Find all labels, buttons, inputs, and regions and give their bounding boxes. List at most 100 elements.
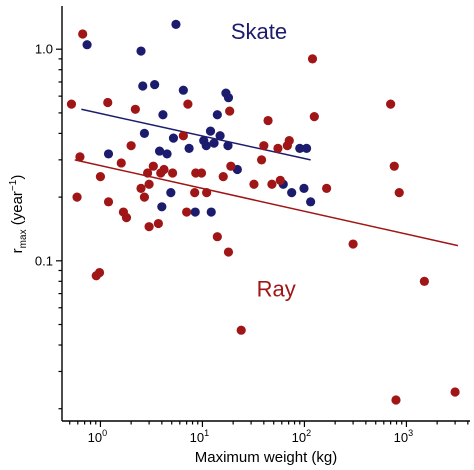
ray-point bbox=[225, 106, 235, 116]
points-layer bbox=[66, 19, 460, 405]
skate-fit-line bbox=[81, 108, 311, 161]
x-tick-label-base: 10 bbox=[190, 430, 204, 445]
skate-point bbox=[206, 207, 216, 217]
ray-point bbox=[273, 143, 283, 153]
skate-point bbox=[138, 81, 148, 91]
ray-point bbox=[183, 99, 193, 109]
skate-point bbox=[139, 128, 150, 139]
skate-point bbox=[201, 141, 211, 151]
x-axis-label: Maximum weight (kg) bbox=[195, 449, 338, 466]
ray-point bbox=[148, 161, 158, 171]
y-axis-label-unit-sup: −1 bbox=[8, 179, 19, 191]
skate-point bbox=[223, 93, 234, 103]
ray-point bbox=[391, 395, 401, 405]
ray-point bbox=[116, 158, 126, 168]
skate-point bbox=[162, 149, 172, 159]
x-tick-label-exponent: 2 bbox=[306, 428, 311, 438]
skate-point bbox=[178, 85, 188, 95]
ray-point bbox=[190, 188, 200, 198]
y-axis-label-sub: max bbox=[18, 229, 29, 248]
y-tick-label: 0.1 bbox=[35, 253, 53, 268]
x-tick-label-exponent: 0 bbox=[102, 428, 107, 438]
ray-point bbox=[212, 232, 222, 242]
ray-series-label: Ray bbox=[257, 276, 296, 301]
series-labels-layer: Skate Ray bbox=[231, 19, 296, 301]
x-tick-label: 100 bbox=[88, 428, 107, 445]
ray-point bbox=[196, 168, 207, 178]
ray-point bbox=[386, 99, 396, 109]
x-tick-label-base: 10 bbox=[292, 430, 306, 445]
ray-point bbox=[103, 197, 114, 207]
ray-point bbox=[223, 247, 234, 257]
ray-point bbox=[389, 161, 399, 171]
skate-point bbox=[215, 131, 225, 141]
fit-lines-layer bbox=[74, 108, 459, 247]
skate-point bbox=[150, 80, 160, 90]
ray-point bbox=[144, 222, 154, 232]
skate-point bbox=[190, 207, 200, 217]
skate-point bbox=[82, 40, 92, 50]
ray-point bbox=[142, 168, 153, 178]
skate-point bbox=[295, 143, 305, 153]
ray-point bbox=[249, 179, 259, 189]
skate-point bbox=[184, 143, 194, 153]
skate-point bbox=[168, 133, 179, 143]
ray-point bbox=[267, 179, 277, 189]
ray-point bbox=[103, 97, 113, 108]
y-axis-label-main: r bbox=[9, 248, 26, 253]
skate-point bbox=[287, 188, 297, 198]
ray-point bbox=[202, 188, 212, 198]
ray-point bbox=[144, 179, 154, 189]
skate-point bbox=[171, 19, 181, 29]
x-ticks-layer: 100 101 102 103 bbox=[69, 421, 469, 445]
x-tick-label-exponent: 3 bbox=[408, 428, 413, 438]
ray-point bbox=[66, 99, 77, 109]
ray-fit-line bbox=[74, 159, 459, 247]
ray-point bbox=[136, 183, 146, 193]
ray-point bbox=[226, 161, 236, 171]
ray-point bbox=[159, 164, 169, 175]
ray-point bbox=[394, 188, 404, 198]
ray-point bbox=[78, 29, 88, 39]
ray-point bbox=[307, 54, 318, 64]
ray-point bbox=[126, 141, 136, 151]
ray-point bbox=[419, 276, 429, 286]
skate-point bbox=[299, 183, 309, 193]
ray-point bbox=[95, 172, 106, 182]
y-axis-label-unit-close: ) bbox=[9, 175, 26, 180]
x-tick-label-exponent: 1 bbox=[204, 428, 209, 438]
skate-series-label: Skate bbox=[231, 19, 287, 44]
ray-point bbox=[284, 135, 294, 146]
skate-point bbox=[212, 110, 222, 120]
x-tick-label-base: 10 bbox=[394, 430, 408, 445]
skate-point bbox=[301, 143, 312, 153]
ray-point bbox=[182, 207, 192, 217]
ray-point bbox=[130, 104, 140, 114]
skate-point bbox=[154, 146, 165, 156]
ray-point bbox=[236, 325, 246, 335]
ray-point bbox=[259, 141, 269, 151]
skate-point bbox=[209, 138, 219, 148]
y-axis-label: rmax (year−1) bbox=[8, 175, 29, 254]
ray-point bbox=[256, 155, 267, 165]
ray-point bbox=[309, 112, 319, 122]
skate-point bbox=[157, 202, 167, 212]
skate-point bbox=[166, 188, 176, 198]
ray-point bbox=[121, 213, 132, 223]
ray-point bbox=[72, 192, 82, 202]
ray-point bbox=[153, 218, 163, 229]
y-ticks-layer: 1.0 0.1 bbox=[35, 42, 62, 410]
skate-point bbox=[223, 141, 233, 151]
x-tick-label: 103 bbox=[394, 428, 413, 445]
ray-point bbox=[275, 175, 285, 185]
y-axis-label-unit-open: (year bbox=[9, 191, 26, 229]
x-tick-label: 101 bbox=[190, 428, 209, 445]
ray-point bbox=[450, 387, 460, 397]
skate-point bbox=[205, 126, 216, 136]
skate-point bbox=[136, 46, 146, 56]
ray-point bbox=[178, 131, 188, 141]
x-tick-label-base: 10 bbox=[88, 430, 102, 445]
ray-point bbox=[322, 183, 332, 193]
ray-point bbox=[139, 192, 150, 202]
